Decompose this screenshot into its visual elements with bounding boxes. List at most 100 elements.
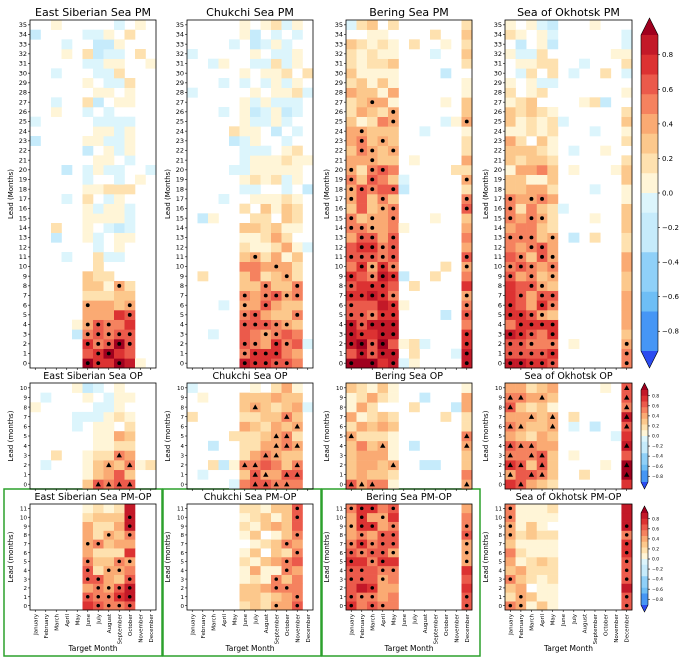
heatmap-cell	[536, 165, 548, 175]
y-tick-label: 10	[176, 263, 184, 271]
significance-marker	[518, 394, 524, 400]
heatmap-cell	[377, 116, 389, 127]
significance-marker	[284, 541, 289, 546]
heatmap-cell	[536, 29, 548, 40]
heatmap-cell	[93, 184, 104, 195]
heatmap-cell	[419, 392, 431, 403]
heatmap-cell	[250, 194, 261, 204]
y-tick-label: 28	[494, 89, 502, 97]
heatmap-cell	[388, 126, 399, 137]
heatmap-cell	[388, 174, 399, 185]
significance-marker	[106, 462, 112, 468]
significance-marker	[624, 594, 629, 599]
heatmap-cell	[302, 242, 314, 253]
heatmap-cell	[72, 329, 83, 340]
significance-marker	[540, 303, 544, 308]
heatmap-cell	[451, 165, 462, 175]
significance-marker	[529, 264, 534, 269]
heatmap-cell	[114, 252, 125, 262]
significance-marker	[295, 533, 300, 537]
y-tick-label: 8	[24, 533, 28, 539]
y-tick-label: 4	[340, 444, 344, 450]
y-tick-label: 10	[177, 515, 184, 521]
heatmap-cell	[367, 87, 378, 98]
heatmap-cell	[103, 310, 115, 320]
heatmap-cell	[621, 126, 633, 137]
significance-marker	[464, 550, 469, 555]
heatmap-cell	[124, 136, 136, 146]
heatmap-cell	[239, 479, 251, 490]
y-tick-label: 22	[494, 147, 502, 155]
heatmap-cell	[621, 136, 633, 146]
y-tick-label: 28	[19, 89, 27, 97]
significance-marker	[117, 568, 122, 573]
heatmap-cell	[82, 145, 94, 156]
y-tick-label: 35	[176, 21, 184, 29]
heatmap-cell	[388, 440, 399, 451]
heatmap-cell	[536, 116, 548, 127]
heatmap-cell	[526, 87, 538, 98]
y-tick-label: 3	[340, 577, 344, 583]
heatmap-cell	[260, 421, 272, 432]
significance-marker	[85, 541, 90, 546]
y-tick-label: 6	[24, 551, 28, 557]
heatmap-cell	[388, 431, 399, 442]
heatmap-cell	[229, 479, 240, 490]
significance-marker	[85, 577, 90, 581]
heatmap-cell	[367, 565, 378, 575]
heatmap-cell	[536, 126, 548, 137]
y-tick-label: 7	[181, 415, 185, 421]
heatmap-cell	[377, 592, 389, 602]
heatmap-cell	[388, 68, 399, 79]
colorbar-segment	[641, 153, 658, 174]
heatmap-cell	[356, 601, 368, 611]
heatmap-cell	[103, 539, 115, 549]
heatmap-cell	[526, 165, 538, 175]
significance-marker	[550, 332, 555, 337]
heatmap-cell	[536, 440, 548, 451]
significance-marker	[380, 341, 385, 346]
heatmap-cell	[377, 583, 389, 593]
heatmap-cell	[515, 136, 527, 146]
heatmap-cell	[461, 504, 473, 514]
significance-marker	[359, 341, 364, 346]
heatmap-cell	[440, 68, 452, 79]
heatmap-cell	[260, 39, 272, 50]
significance-marker	[106, 332, 111, 337]
x-tick-label: September	[593, 613, 599, 644]
heatmap-cell	[377, 68, 389, 79]
y-tick-label: 7	[498, 292, 502, 300]
heatmap-cell	[292, 252, 303, 262]
heatmap-cell	[505, 155, 516, 166]
heatmap-cell	[103, 290, 115, 301]
colorbar-tick-label: 0.8	[662, 51, 673, 59]
heatmap-cell	[526, 252, 538, 262]
heatmap-cell	[93, 300, 104, 311]
significance-marker	[370, 293, 375, 298]
heatmap-cell	[30, 116, 41, 127]
significance-marker	[380, 568, 385, 573]
significance-marker	[391, 351, 396, 356]
heatmap-cell	[292, 49, 303, 59]
colorbar-segment	[641, 395, 648, 402]
y-tick-label: 35	[494, 21, 502, 29]
significance-marker	[528, 471, 535, 477]
heatmap-cell	[377, 504, 389, 514]
colorbar-segment	[641, 173, 658, 194]
heatmap-cell	[388, 583, 399, 593]
heatmap-cell	[377, 155, 389, 166]
significance-marker	[359, 506, 364, 511]
heatmap-cell	[281, 310, 293, 320]
x-tick-label: December	[625, 613, 631, 642]
y-tick-label: 33	[19, 40, 27, 48]
heatmap-cell	[505, 592, 516, 602]
heatmap-cell	[346, 242, 357, 253]
heatmap-cell	[356, 392, 368, 403]
heatmap-cell	[419, 460, 431, 471]
heatmap-cell	[461, 411, 473, 422]
heatmap-cell	[281, 232, 293, 243]
significance-marker	[359, 225, 364, 230]
significance-marker	[370, 148, 375, 153]
heatmap-cell	[451, 402, 462, 413]
